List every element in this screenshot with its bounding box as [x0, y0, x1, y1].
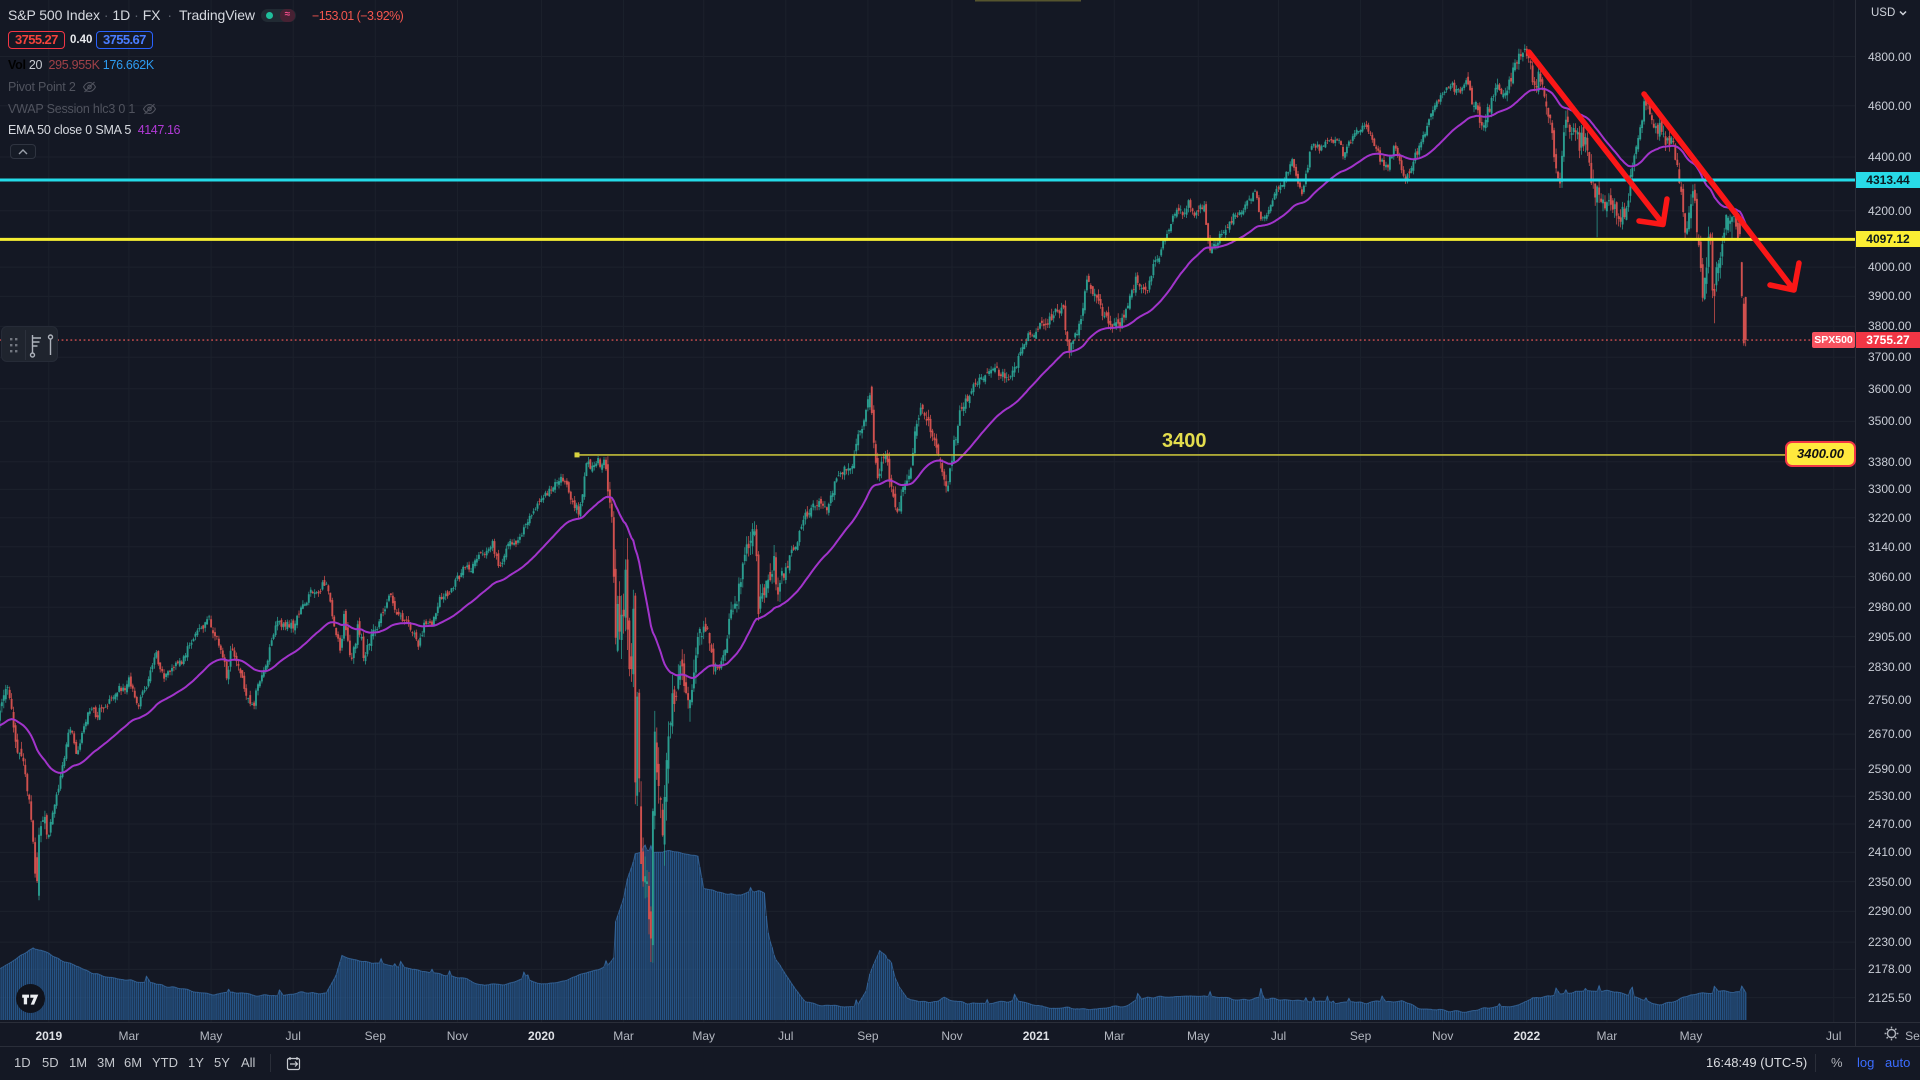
svg-text:3400: 3400 — [1162, 430, 1207, 452]
